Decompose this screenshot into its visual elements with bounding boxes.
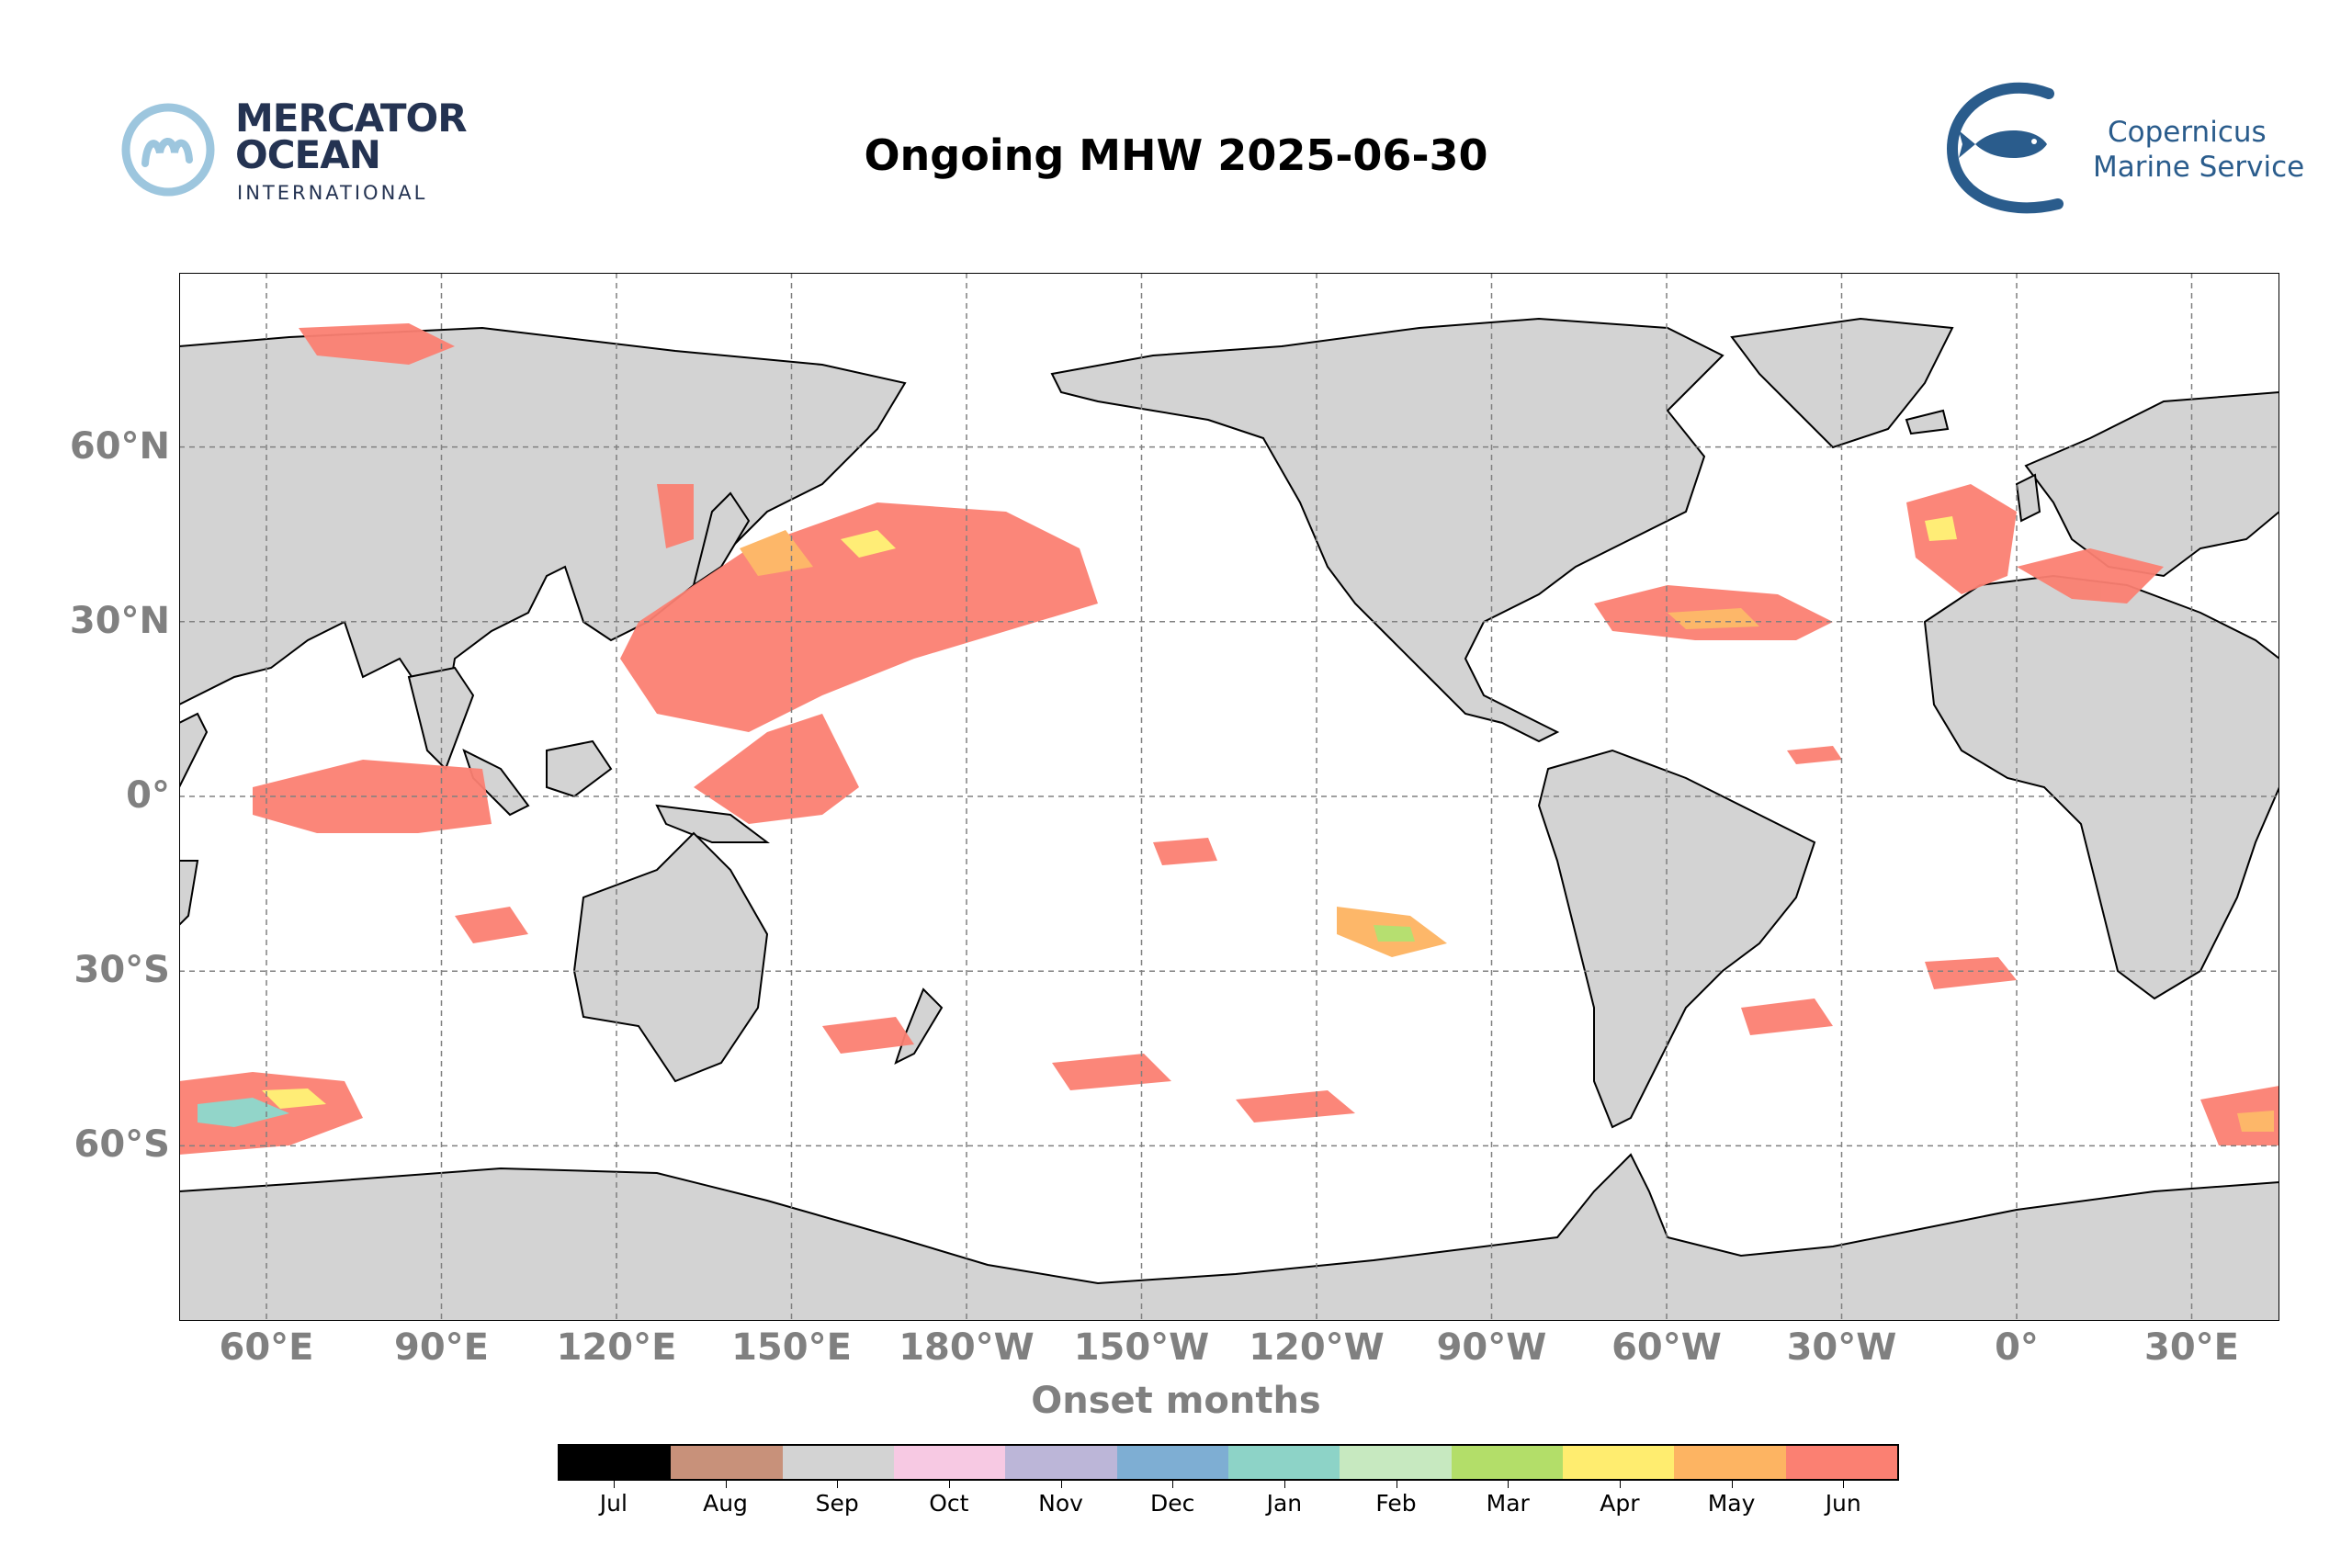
- longitude-tick-label: 30°E: [2144, 1326, 2239, 1369]
- mhw-patch: [1906, 484, 2017, 594]
- land-iceland: [1905, 409, 1950, 435]
- longitude-tick-label: 120°E: [556, 1326, 677, 1369]
- longitude-tick-label: 30°W: [1786, 1326, 1897, 1369]
- longitude-tick-label: 90°E: [394, 1326, 489, 1369]
- land-greenland: [1730, 317, 1954, 449]
- colorbar-tick-label: Dec: [1116, 1481, 1228, 1517]
- latitude-tick-label: 30°S: [74, 949, 170, 992]
- colorbar-tick-label: Feb: [1340, 1481, 1453, 1517]
- colorbar-tick-label: Oct: [893, 1481, 1005, 1517]
- colorbar-swatch: [671, 1446, 783, 1479]
- longitude-tick-label: 150°W: [1073, 1326, 1210, 1369]
- mhw-patches: [179, 323, 2279, 1155]
- mercator-logo-line2: OCEAN: [235, 132, 381, 177]
- longitude-tick-label: 90°W: [1436, 1326, 1547, 1369]
- copernicus-logo-line2: Marine Service: [2093, 151, 2305, 184]
- colorbar-swatch: [560, 1446, 672, 1479]
- gridlines: [179, 273, 2279, 1321]
- colorbar-swatch: [1227, 1446, 1340, 1479]
- land-masses: [179, 317, 2279, 1321]
- colorbar-tick-label: Mar: [1452, 1481, 1564, 1517]
- land-south-america: [1537, 749, 1816, 1129]
- mercator-logo-line3: INTERNATIONAL: [237, 182, 428, 204]
- latitude-tick-label: 60°N: [69, 424, 170, 468]
- mhw-patch: [841, 530, 896, 558]
- longitude-tick-label: 150°E: [731, 1326, 852, 1369]
- mhw-patch: [1741, 998, 1833, 1035]
- colorbar-swatch: [1562, 1446, 1675, 1479]
- colorbar-tick-label: Jul: [558, 1481, 670, 1517]
- longitude-tick-label: 60°E: [219, 1326, 314, 1369]
- map-title: Ongoing MHW 2025-06-30: [864, 130, 1488, 180]
- land-north-america: [1050, 317, 1724, 743]
- mhw-map: [179, 273, 2279, 1321]
- land-asia: [179, 326, 907, 716]
- mhw-patch: [1925, 957, 2017, 989]
- mhw-patch: [657, 484, 694, 548]
- mhw-patch: [1787, 746, 1842, 764]
- mhw-patch: [822, 1017, 914, 1054]
- mhw-patch: [262, 1089, 326, 1109]
- longitude-tick-label: 120°W: [1249, 1326, 1385, 1369]
- land-uk: [2015, 473, 2041, 523]
- mhw-patch: [740, 530, 813, 576]
- latitude-tick-label: 30°N: [69, 599, 170, 642]
- mercator-logo-line1: MERCATOR: [235, 96, 468, 141]
- mhw-patch: [2237, 1111, 2274, 1132]
- colorbar-swatch: [1674, 1446, 1786, 1479]
- colorbar-tick-label: Jan: [1228, 1481, 1340, 1517]
- colorbar-swatch: [1785, 1446, 1897, 1479]
- mhw-patch: [1153, 838, 1217, 865]
- land-borneo: [546, 739, 613, 798]
- colorbar-tick-label: Aug: [670, 1481, 782, 1517]
- copernicus-fish-icon: [1946, 82, 2064, 214]
- land-new-guinea: [655, 804, 770, 843]
- longitude-tick-label: 0°: [1995, 1326, 2039, 1369]
- colorbar-swatch: [893, 1446, 1006, 1479]
- colorbar-swatch: [1451, 1446, 1563, 1479]
- mhw-patch: [2017, 548, 2164, 604]
- mhw-patch: [1668, 608, 1759, 629]
- land-antarctica: [179, 1153, 2279, 1321]
- copernicus-logo-line1: Copernicus: [2108, 116, 2267, 149]
- colorbar-swatch: [1340, 1446, 1452, 1479]
- mhw-patch: [299, 323, 455, 365]
- longitude-tick-label: 180°W: [899, 1326, 1035, 1369]
- colorbar-tick-label: Nov: [1005, 1481, 1117, 1517]
- onset-colorbar: [558, 1444, 1899, 1481]
- land-australia: [572, 831, 769, 1083]
- mhw-patch: [620, 502, 1098, 732]
- colorbar-tick-label: Sep: [781, 1481, 893, 1517]
- latitude-tick-label: 60°S: [74, 1123, 170, 1167]
- colorbar-swatch: [1005, 1446, 1117, 1479]
- colorbar-swatch: [1116, 1446, 1228, 1479]
- land-arabia: [179, 712, 209, 788]
- mhw-patch: [1374, 925, 1415, 942]
- copernicus-marine-logo: Copernicus Marine Service: [1939, 75, 2324, 222]
- colorbar-labels: Jul Aug Sep Oct Nov Dec Jan Feb Mar Apr May Jun: [558, 1481, 1899, 1517]
- longitude-tick-label: 60°W: [1611, 1326, 1722, 1369]
- land-africa-left: [179, 860, 199, 927]
- colorbar-tick-label: May: [1676, 1481, 1788, 1517]
- latitude-tick-label: 0°: [126, 774, 170, 817]
- mhw-patch: [455, 907, 528, 943]
- colorbar-title: Onset months: [1031, 1380, 1321, 1422]
- mhw-patch: [1925, 516, 1957, 541]
- land-japan: [692, 491, 751, 588]
- mercator-ocean-logo: MERCATOR OCEAN INTERNATIONAL: [118, 92, 503, 211]
- land-europe: [2024, 390, 2279, 578]
- colorbar-tick-label: Apr: [1564, 1481, 1676, 1517]
- colorbar-swatch: [782, 1446, 894, 1479]
- colorbar-tick-label: Jun: [1787, 1481, 1899, 1517]
- mercator-m-icon: [121, 103, 215, 197]
- mhw-patch: [1236, 1090, 1355, 1122]
